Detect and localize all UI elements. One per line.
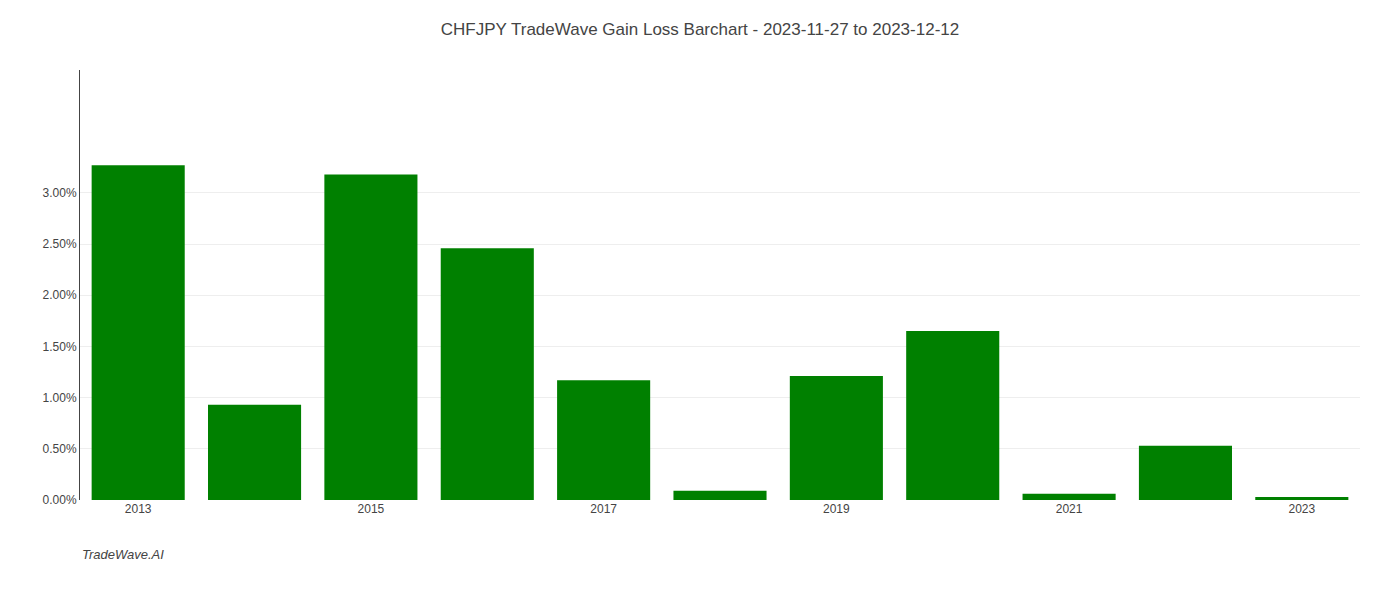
svg-text:2019: 2019 — [823, 502, 850, 516]
svg-text:2023: 2023 — [1288, 502, 1315, 516]
svg-text:2013: 2013 — [125, 502, 152, 516]
svg-text:0.00%: 0.00% — [43, 493, 77, 507]
svg-text:3.00%: 3.00% — [43, 186, 77, 200]
svg-text:CHFJPY TradeWave Gain Loss Bar: CHFJPY TradeWave Gain Loss Barchart - 20… — [441, 20, 959, 39]
svg-text:2.50%: 2.50% — [43, 237, 77, 251]
svg-text:1.50%: 1.50% — [43, 340, 77, 354]
svg-text:2017: 2017 — [590, 502, 617, 516]
svg-text:1.00%: 1.00% — [43, 391, 77, 405]
svg-text:TradeWave.AI: TradeWave.AI — [82, 547, 164, 562]
svg-text:0.50%: 0.50% — [43, 442, 77, 456]
svg-text:2.00%: 2.00% — [43, 288, 77, 302]
svg-text:2015: 2015 — [358, 502, 385, 516]
svg-text:2021: 2021 — [1056, 502, 1083, 516]
